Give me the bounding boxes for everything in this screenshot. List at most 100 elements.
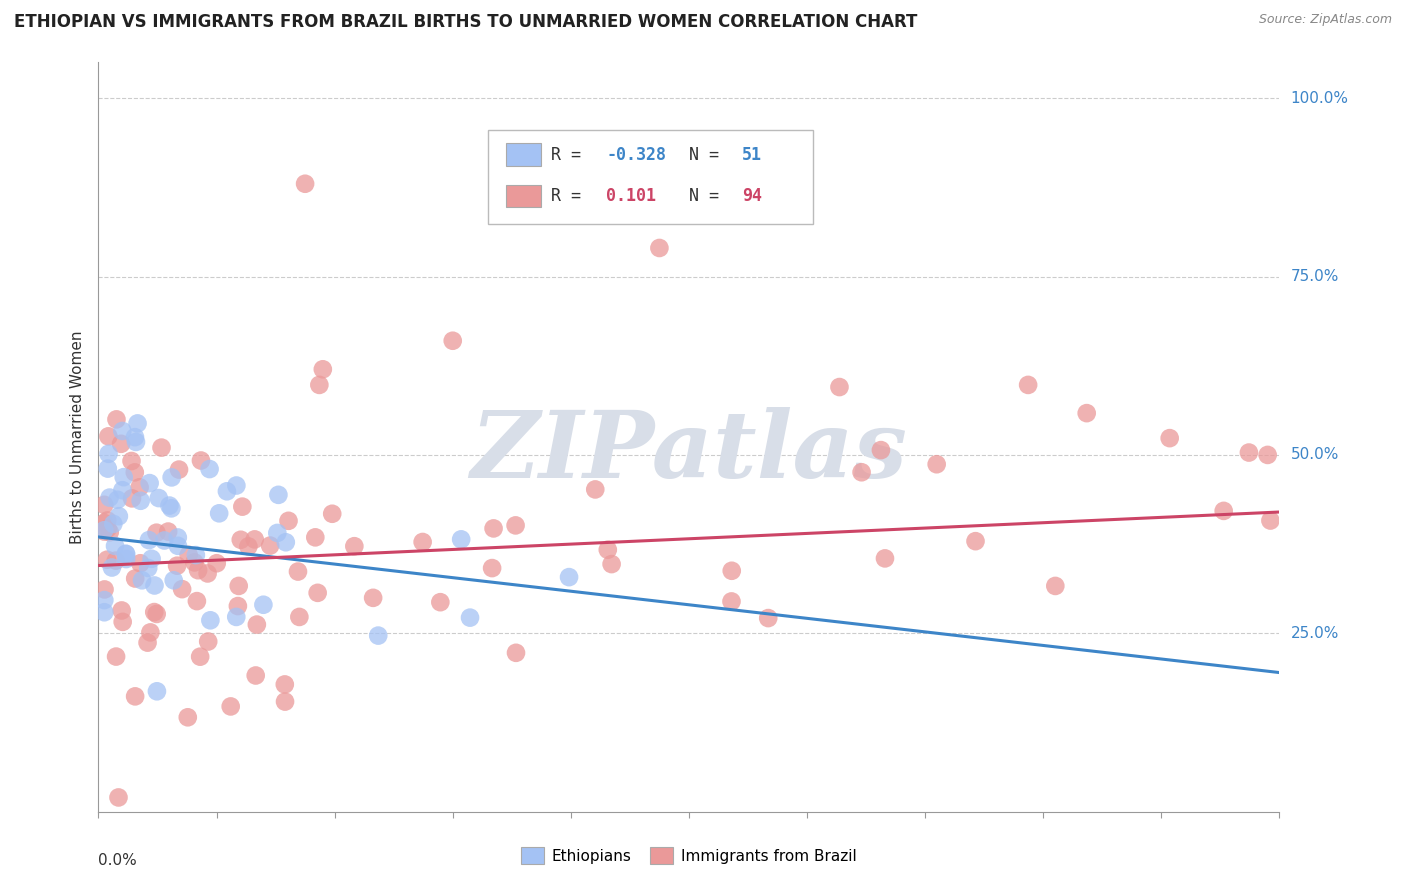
Point xyxy=(231,500,253,514)
Point xyxy=(145,525,167,540)
Point xyxy=(361,591,384,605)
Point xyxy=(150,441,173,455)
Point xyxy=(304,530,326,544)
Point xyxy=(1237,445,1260,459)
Point xyxy=(259,539,281,553)
Point xyxy=(1017,378,1039,392)
Point xyxy=(157,524,180,539)
Point xyxy=(153,533,176,548)
Point xyxy=(208,506,231,520)
Point xyxy=(1260,514,1282,528)
Point xyxy=(828,380,851,394)
Point xyxy=(197,566,219,581)
Point xyxy=(412,535,434,549)
Point xyxy=(307,586,329,600)
Point xyxy=(110,437,132,451)
Point xyxy=(312,362,335,376)
Point xyxy=(870,443,893,458)
Point xyxy=(114,547,136,561)
Point xyxy=(1076,406,1098,420)
Point xyxy=(481,561,503,575)
Point xyxy=(756,611,779,625)
Point xyxy=(93,582,115,597)
Point xyxy=(138,533,160,548)
Point xyxy=(441,334,464,348)
Text: 94: 94 xyxy=(742,186,762,205)
Point xyxy=(294,177,316,191)
Point xyxy=(226,599,249,613)
Point xyxy=(131,574,153,588)
Point xyxy=(186,594,208,608)
Point xyxy=(105,412,128,426)
Point xyxy=(93,593,115,607)
Point xyxy=(112,470,135,484)
Point xyxy=(167,539,190,553)
Point xyxy=(321,507,343,521)
Point xyxy=(97,522,120,536)
Point xyxy=(243,533,266,547)
Point xyxy=(93,498,115,512)
Point xyxy=(96,513,118,527)
Point xyxy=(93,524,115,539)
Point xyxy=(141,551,163,566)
Point xyxy=(720,564,742,578)
Point xyxy=(136,635,159,649)
Point xyxy=(1212,504,1234,518)
Text: 75.0%: 75.0% xyxy=(1291,269,1339,284)
Point xyxy=(143,605,166,619)
Point xyxy=(107,790,129,805)
Point xyxy=(246,617,269,632)
FancyBboxPatch shape xyxy=(488,130,813,224)
Point xyxy=(166,531,188,545)
FancyBboxPatch shape xyxy=(506,185,541,207)
Point xyxy=(129,493,152,508)
Text: ETHIOPIAN VS IMMIGRANTS FROM BRAZIL BIRTHS TO UNMARRIED WOMEN CORRELATION CHART: ETHIOPIAN VS IMMIGRANTS FROM BRAZIL BIRT… xyxy=(14,13,918,31)
Point xyxy=(274,677,297,691)
Point xyxy=(121,454,143,468)
Text: 100.0%: 100.0% xyxy=(1291,91,1348,105)
Point xyxy=(450,533,472,547)
Point xyxy=(97,429,120,443)
Point xyxy=(245,668,267,682)
Point xyxy=(166,558,188,573)
Point xyxy=(111,603,134,617)
Point xyxy=(124,466,146,480)
Point xyxy=(215,484,238,499)
Point xyxy=(98,491,121,505)
Point xyxy=(93,523,115,537)
Text: 0.101: 0.101 xyxy=(606,186,657,205)
Point xyxy=(720,594,742,608)
Point xyxy=(277,514,299,528)
Point xyxy=(287,565,309,579)
Point xyxy=(159,499,181,513)
Point xyxy=(93,605,115,619)
Point xyxy=(197,634,219,648)
Point xyxy=(104,554,127,568)
Point xyxy=(124,572,146,586)
Point xyxy=(228,579,250,593)
Point xyxy=(160,470,183,484)
Point xyxy=(139,625,162,640)
Point xyxy=(115,547,138,561)
Point xyxy=(505,518,527,533)
Point xyxy=(188,649,211,664)
Point xyxy=(225,610,247,624)
Point xyxy=(274,695,297,709)
Point xyxy=(198,462,221,476)
Point xyxy=(482,521,505,535)
Point xyxy=(343,539,366,553)
Point xyxy=(288,610,311,624)
Text: R =: R = xyxy=(551,186,591,205)
Point xyxy=(596,542,619,557)
Point xyxy=(648,241,671,255)
Point xyxy=(873,551,896,566)
Y-axis label: Births to Unmarried Women: Births to Unmarried Women xyxy=(70,330,86,544)
Point xyxy=(128,480,150,494)
Point xyxy=(108,509,131,524)
Point xyxy=(103,516,125,531)
Point xyxy=(229,533,252,547)
Point xyxy=(160,501,183,516)
Point xyxy=(190,453,212,467)
Text: -0.328: -0.328 xyxy=(606,145,666,163)
Point xyxy=(429,595,451,609)
